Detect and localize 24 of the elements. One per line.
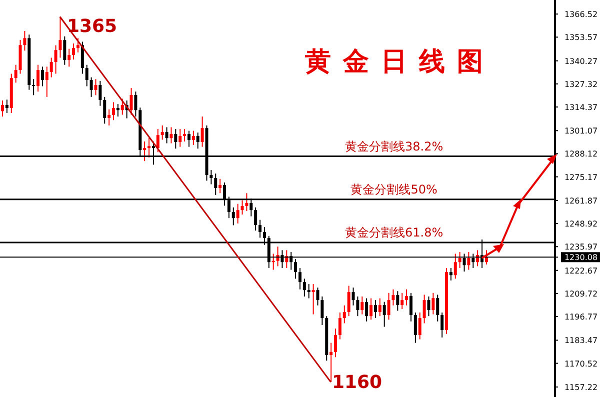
y-tick-label: 1235.97: [564, 242, 598, 252]
y-tick-label: 1222.67: [564, 266, 598, 276]
y-tick-label: 1209.72: [564, 289, 598, 298]
ref-line-label: 黄金分割线38.2%: [344, 139, 444, 154]
annotation: 1160: [330, 372, 384, 393]
y-tick-label: 1366.52: [564, 10, 598, 20]
y-tick-label: 1314.37: [564, 102, 598, 112]
y-tick-label: 1183.47: [564, 336, 598, 346]
annotation: 1365: [66, 16, 118, 37]
y-tick-label: 1248.92: [564, 220, 598, 229]
y-tick-label: 1288.12: [564, 150, 598, 159]
y-tick-label: 1301.07: [564, 126, 598, 136]
y-tick-label: 1230.08: [564, 253, 598, 262]
ref-line-label: 黄金分割线61.8%: [344, 226, 444, 240]
y-tick-label: 1353.57: [564, 33, 598, 42]
y-tick-label: 1196.77: [564, 312, 598, 322]
text: 黄金日线图: [304, 46, 496, 79]
y-tick-label: 1275.17: [564, 172, 598, 182]
y-tick-label: 1170.52: [564, 359, 598, 368]
y-tick-label: 1157.22: [564, 382, 598, 392]
y-tick-label: 1340.27: [564, 56, 598, 66]
y-tick-label: 1261.87: [564, 196, 598, 206]
ref-line-label: 黄金分割线50%: [350, 182, 438, 196]
y-tick-label: 1327.32: [564, 80, 598, 89]
